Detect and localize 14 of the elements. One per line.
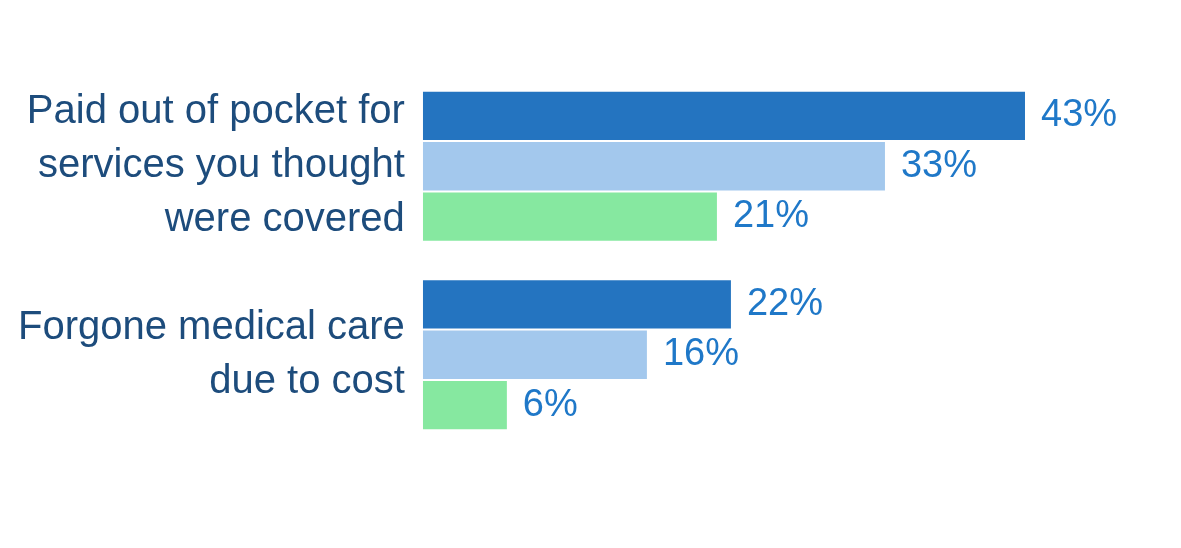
bar xyxy=(422,330,647,379)
y-tick-label: Forgone medical care due to cost xyxy=(18,302,405,401)
data-label: 22% xyxy=(746,280,823,323)
data-label: 43% xyxy=(1040,92,1118,135)
bar xyxy=(422,91,1025,141)
data-label: 6% xyxy=(522,381,578,424)
bar xyxy=(422,380,507,430)
data-label: 21% xyxy=(732,193,809,235)
data-label: 33% xyxy=(900,142,978,185)
data-label: 16% xyxy=(662,331,739,374)
bar xyxy=(422,142,885,191)
y-tick-label: Paid out of pocket for services you thought were covered xyxy=(26,87,405,240)
bar xyxy=(422,280,731,329)
bar xyxy=(422,192,717,241)
